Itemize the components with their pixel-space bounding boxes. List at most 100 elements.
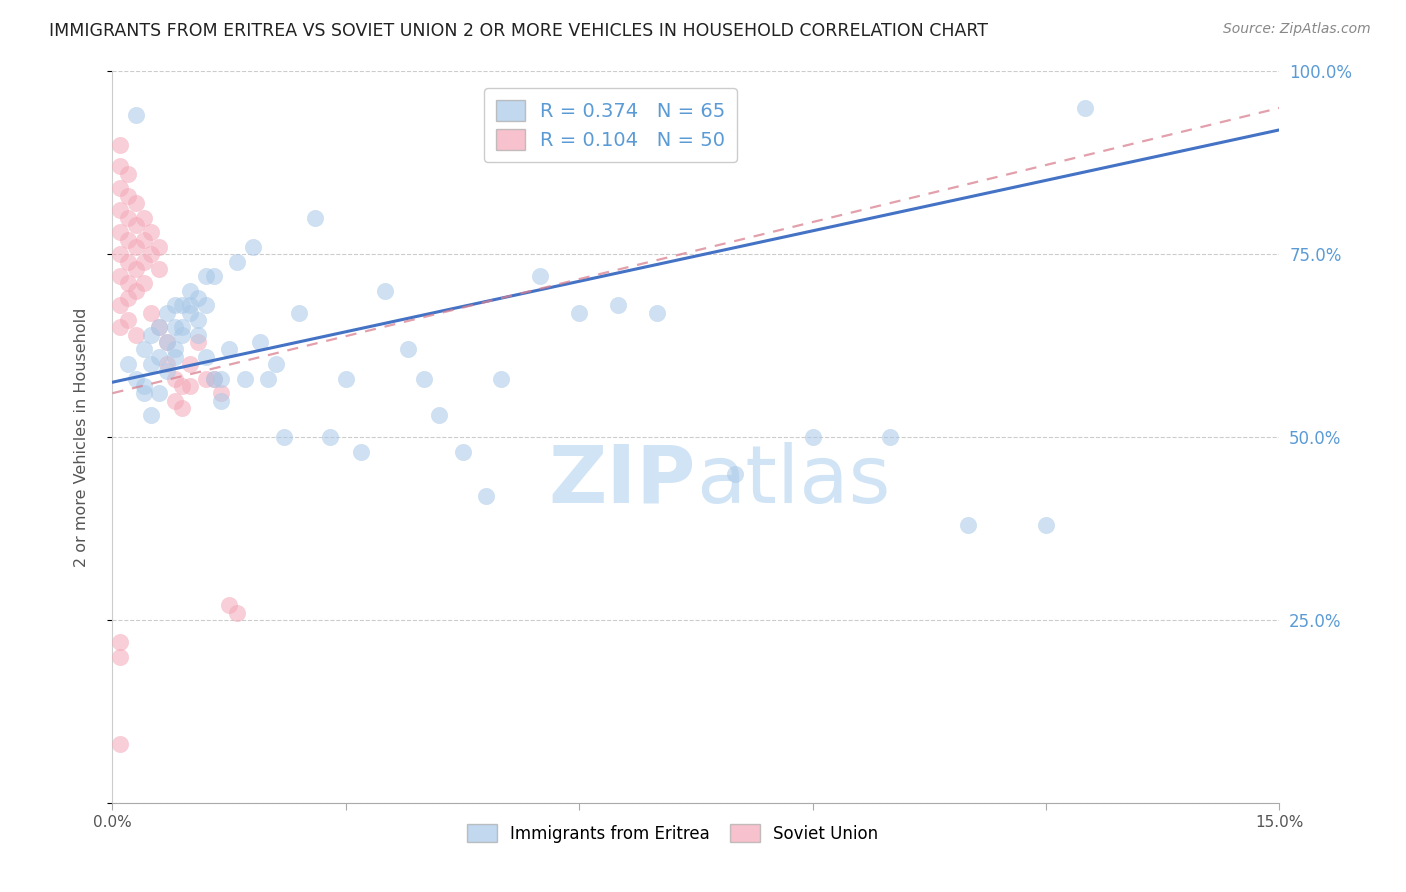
Point: [209, 386, 232, 401]
Point: [179, 379, 201, 393]
Point: [801, 430, 824, 444]
Point: [132, 211, 155, 225]
Point: [568, 306, 591, 320]
Point: [132, 379, 155, 393]
Point: [156, 334, 179, 349]
Point: [179, 357, 201, 371]
Text: ZIP: ZIP: [548, 442, 696, 520]
Point: [125, 108, 148, 122]
Point: [148, 261, 170, 276]
Point: [117, 357, 139, 371]
Point: [125, 284, 148, 298]
Point: [288, 306, 311, 320]
Text: atlas: atlas: [696, 442, 890, 520]
Point: [110, 203, 132, 218]
Point: [132, 254, 155, 268]
Point: [125, 240, 148, 254]
Point: [1074, 101, 1097, 115]
Point: [350, 444, 373, 458]
Point: [396, 343, 419, 357]
Point: [110, 320, 132, 334]
Point: [163, 320, 186, 334]
Point: [117, 233, 139, 247]
Point: [194, 269, 217, 284]
Point: [110, 160, 132, 174]
Point: [163, 371, 186, 385]
Point: [218, 599, 240, 613]
Point: [374, 284, 396, 298]
Point: [202, 269, 225, 284]
Point: [202, 371, 225, 385]
Point: [187, 327, 209, 342]
Point: [607, 298, 630, 312]
Point: [163, 393, 186, 408]
Point: [209, 371, 232, 385]
Point: [335, 371, 357, 385]
Point: [110, 649, 132, 664]
Point: [148, 386, 170, 401]
Point: [724, 467, 747, 481]
Point: [110, 137, 132, 152]
Point: [427, 408, 450, 422]
Point: [132, 277, 155, 291]
Point: [156, 364, 179, 378]
Point: [209, 393, 232, 408]
Point: [110, 247, 132, 261]
Point: [117, 211, 139, 225]
Point: [163, 343, 186, 357]
Point: [172, 298, 194, 312]
Point: [179, 284, 201, 298]
Text: Source: ZipAtlas.com: Source: ZipAtlas.com: [1223, 22, 1371, 37]
Point: [156, 306, 179, 320]
Point: [218, 343, 240, 357]
Point: [117, 277, 139, 291]
Point: [125, 196, 148, 211]
Point: [957, 517, 980, 532]
Point: [125, 261, 148, 276]
Point: [233, 371, 256, 385]
Point: [125, 218, 148, 232]
Point: [141, 225, 163, 239]
Point: [110, 737, 132, 751]
Point: [172, 327, 194, 342]
Point: [148, 320, 170, 334]
Point: [451, 444, 474, 458]
Point: [141, 327, 163, 342]
Point: [242, 240, 264, 254]
Point: [110, 635, 132, 649]
Point: [226, 254, 249, 268]
Point: [304, 211, 326, 225]
Point: [1035, 517, 1057, 532]
Point: [132, 233, 155, 247]
Point: [491, 371, 513, 385]
Point: [264, 357, 287, 371]
Point: [141, 357, 163, 371]
Point: [172, 401, 194, 415]
Point: [163, 298, 186, 312]
Point: [172, 320, 194, 334]
Point: [125, 371, 148, 385]
Point: [117, 254, 139, 268]
Point: [187, 313, 209, 327]
Y-axis label: 2 or more Vehicles in Household: 2 or more Vehicles in Household: [75, 308, 89, 566]
Point: [412, 371, 434, 385]
Point: [187, 291, 209, 305]
Point: [156, 357, 179, 371]
Point: [156, 334, 179, 349]
Point: [179, 298, 201, 312]
Point: [132, 343, 155, 357]
Point: [879, 430, 901, 444]
Point: [141, 408, 163, 422]
Point: [319, 430, 342, 444]
Point: [117, 188, 139, 202]
Point: [202, 371, 225, 385]
Point: [249, 334, 271, 349]
Point: [117, 167, 139, 181]
Point: [475, 489, 498, 503]
Point: [148, 240, 170, 254]
Point: [194, 371, 217, 385]
Point: [163, 350, 186, 364]
Point: [179, 306, 201, 320]
Point: [257, 371, 280, 385]
Point: [141, 247, 163, 261]
